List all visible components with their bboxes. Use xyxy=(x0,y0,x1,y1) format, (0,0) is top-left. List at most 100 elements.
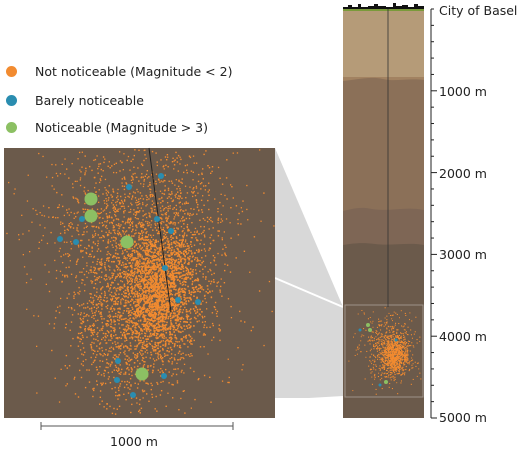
event-dot xyxy=(98,276,101,278)
event-dot xyxy=(115,218,118,220)
event-dot xyxy=(152,280,155,283)
event-dot xyxy=(99,390,102,392)
event-dot xyxy=(191,355,193,357)
event-dot xyxy=(111,297,114,299)
event-dot xyxy=(100,374,103,376)
event-dot xyxy=(210,234,213,236)
event-dot xyxy=(108,311,110,313)
event-dot xyxy=(173,251,175,253)
event-dot xyxy=(93,389,95,392)
event-dot xyxy=(178,303,180,305)
event-dot xyxy=(120,288,122,290)
event-dot xyxy=(160,329,163,331)
event-dot xyxy=(404,353,406,355)
event-dot xyxy=(205,291,207,293)
event-dot xyxy=(199,264,202,266)
event-dot xyxy=(86,302,89,305)
event-dot xyxy=(91,316,93,318)
event-dot xyxy=(114,341,116,343)
event-dot xyxy=(145,247,148,249)
event-dot xyxy=(68,177,70,179)
event-dot xyxy=(192,171,194,173)
event-dot xyxy=(375,369,377,371)
event-dot xyxy=(95,356,97,358)
event-dot xyxy=(149,279,151,281)
event-dot xyxy=(151,265,153,268)
event-dot xyxy=(148,292,150,295)
event-dot xyxy=(81,166,83,168)
event-dot xyxy=(152,313,155,316)
event-dot xyxy=(151,209,153,211)
event-dot xyxy=(105,366,107,369)
event-dot xyxy=(407,334,409,336)
event-dot xyxy=(222,248,224,250)
event-dot xyxy=(155,306,157,308)
event-dot xyxy=(203,185,205,187)
event-dot xyxy=(142,316,144,318)
event-dot xyxy=(152,320,154,322)
event-dot xyxy=(123,257,125,259)
event-dot xyxy=(162,330,165,332)
event-dot xyxy=(157,311,160,313)
event-dot xyxy=(400,346,402,348)
event-dot xyxy=(407,353,409,355)
event-dot xyxy=(172,208,174,210)
event-dot xyxy=(154,244,156,247)
event-dot xyxy=(165,405,167,407)
event-dot xyxy=(114,208,117,210)
event-dot xyxy=(91,312,94,314)
event-dot xyxy=(169,267,172,269)
event-dot xyxy=(155,302,157,305)
event-dot xyxy=(384,353,386,355)
event-dot xyxy=(173,249,175,251)
event-dot xyxy=(158,329,160,331)
event-dot xyxy=(146,257,148,259)
event-dot xyxy=(385,357,387,359)
event-dot xyxy=(100,289,102,291)
event-dot xyxy=(173,286,175,288)
event-dot xyxy=(164,185,166,187)
event-dot xyxy=(108,376,110,378)
event-dot xyxy=(99,281,101,283)
event-dot xyxy=(160,159,162,161)
event-dot xyxy=(394,357,396,359)
event-dot xyxy=(381,359,383,361)
event-dot xyxy=(112,261,115,263)
event-dot xyxy=(394,338,396,340)
event-dot xyxy=(152,370,154,372)
event-dot xyxy=(397,336,399,338)
event-dot xyxy=(389,383,391,385)
event-dot xyxy=(151,309,153,311)
depth-column xyxy=(343,3,424,418)
event-dot xyxy=(174,222,177,224)
event-dot xyxy=(199,308,201,311)
event-dot xyxy=(124,302,126,304)
event-dot xyxy=(384,322,386,324)
event-dot xyxy=(165,290,168,292)
event-dot xyxy=(148,270,150,272)
depth-axis xyxy=(430,8,437,419)
event-dot xyxy=(161,290,164,293)
event-dot xyxy=(151,276,154,278)
event-dot xyxy=(141,262,143,265)
event-dot xyxy=(170,282,173,285)
event-dot xyxy=(95,272,97,274)
event-dot xyxy=(100,311,102,313)
event-dot xyxy=(138,295,140,297)
event-dot xyxy=(177,352,180,354)
event-dot xyxy=(171,294,174,296)
event-dot xyxy=(161,325,163,328)
event-dot xyxy=(137,203,140,206)
event-dot xyxy=(127,307,130,310)
event-dot xyxy=(173,263,176,266)
event-dot xyxy=(384,363,386,365)
event-dot xyxy=(190,353,192,355)
event-dot xyxy=(179,196,181,198)
event-dot xyxy=(181,291,184,293)
event-dot xyxy=(154,327,156,329)
event-dot xyxy=(127,280,129,283)
event-dot xyxy=(161,274,164,276)
event-dot xyxy=(91,280,94,283)
event-dot xyxy=(121,333,124,335)
event-dot xyxy=(393,360,395,362)
